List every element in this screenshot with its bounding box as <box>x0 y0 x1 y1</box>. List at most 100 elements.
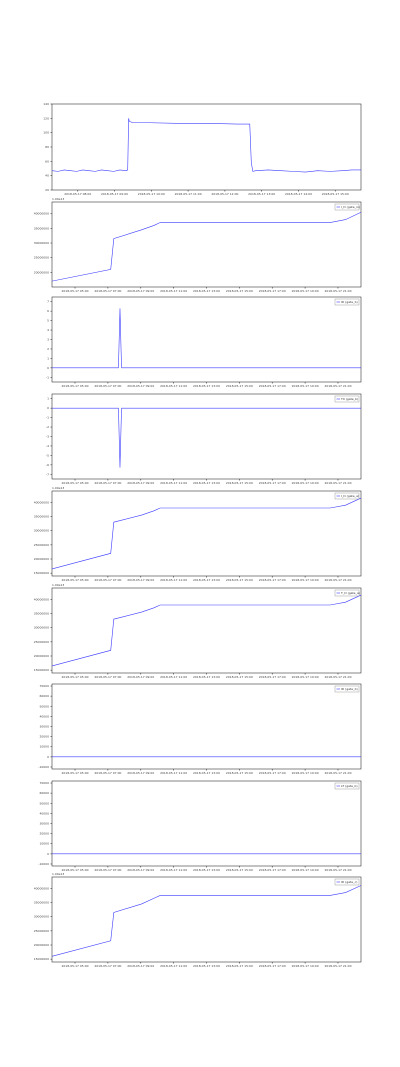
x-tick-label: 2018-05-17 07:00 <box>94 578 121 582</box>
y-tick-label: 40000 <box>39 714 49 718</box>
legend-label: ID (gate_b) <box>341 687 358 691</box>
x-tick-label: 2018-05-17 15:00 <box>226 384 253 388</box>
y-tick-label: 1 <box>47 397 49 401</box>
x-tick-label: 2018-05-17 15:00 <box>226 675 253 679</box>
chart-7: -10000 0 10000 20000 30000 40000 50000 60000 700… <box>0 676 400 781</box>
y-tick-label: 7 <box>47 300 49 304</box>
y-tick-label: 30000 <box>39 822 49 826</box>
offset-text: 1.00e13 <box>52 197 64 201</box>
x-tick-label: 2018-05-17 05:00 <box>61 384 88 388</box>
legend-box <box>334 782 360 790</box>
y-tick-label: 20000000 <box>34 270 49 274</box>
y-tick-label: 30000000 <box>34 915 49 919</box>
chart-svg: 15000000 20000000 25000000 30000000 35000000… <box>34 486 362 582</box>
x-tick-label: 2018-05-17 13:00 <box>193 481 220 485</box>
x-tick-label: 2018-05-17 09:00 <box>127 964 154 968</box>
x-tick-label: 2018-05-17 19:00 <box>292 964 319 968</box>
offset-text: 1.00e13 <box>52 872 64 876</box>
y-tick-label: 30000000 <box>34 626 49 630</box>
y-tick-label: -10000 <box>38 765 49 769</box>
x-tick-label: 2018-05-17 13:00 <box>193 578 220 582</box>
legend-box <box>334 298 360 306</box>
y-tick-label: 0 <box>47 406 49 410</box>
x-tick-label: 2018-05-17 17:00 <box>259 481 286 485</box>
y-tick-label: 35000000 <box>34 515 49 519</box>
y-tick-label: 5 <box>47 319 49 323</box>
chart-1: 20 40 60 80 100 120 140 2018-05-17 08:00 2018-05… <box>0 96 400 202</box>
x-tick-label: 2018-05-17 09:00 <box>127 384 154 388</box>
chart-2: 20000000 25000000 30000000 35000000 40000000… <box>0 194 400 299</box>
x-tick-label: 2018-05-17 05:00 <box>61 481 88 485</box>
y-tick-label: 100 <box>43 131 49 135</box>
plot-frame <box>51 393 362 480</box>
y-tick-label: 40000000 <box>34 212 49 216</box>
chart-5: 15000000 20000000 25000000 30000000 35000000… <box>0 483 400 588</box>
legend-label: LT (gate_b) <box>341 784 358 788</box>
x-tick-label: 2018-05-17 07:00 <box>94 384 121 388</box>
x-tick-label: 2018-05-17 05:00 <box>61 289 88 293</box>
x-tick-label: 2018-05-17 17:00 <box>259 675 286 679</box>
y-tick-label: 30000 <box>39 725 49 729</box>
y-tick-label: 35000000 <box>34 612 49 616</box>
chart-svg: -10000 0 10000 20000 30000 40000 50000 60000 700… <box>38 780 362 872</box>
x-tick-label: 2018-05-17 05:00 <box>61 578 88 582</box>
x-tick-label: 2018-05-17 08:00 <box>64 192 91 196</box>
x-tick-label: 2018-05-17 11:00 <box>175 192 202 196</box>
y-tick-label: 20000 <box>39 832 49 836</box>
offset-text: 1.00e13 <box>52 583 64 587</box>
x-tick-label: 2018-05-17 11:00 <box>160 481 187 485</box>
y-tick-label: 20000000 <box>34 557 49 561</box>
legend-label: ID (gate_b) <box>341 300 358 304</box>
y-tick-label: -6 <box>46 463 49 467</box>
y-tick-label: 15000000 <box>34 668 49 672</box>
x-tick-label: 2018-05-17 13:00 <box>193 384 220 388</box>
y-tick-label: 35000000 <box>34 226 49 230</box>
y-tick-label: 60000 <box>39 791 49 795</box>
series-line <box>51 211 362 282</box>
offset-text: 1.00e13 <box>52 486 64 490</box>
y-tick-label: -1 <box>46 416 49 420</box>
x-tick-label: 2018-05-17 17:00 <box>259 868 286 872</box>
y-tick-label: 25000000 <box>34 256 49 260</box>
legend-box <box>334 589 360 597</box>
x-tick-label: 2018-05-17 17:00 <box>259 578 286 582</box>
x-tick-label: 2018-05-17 09:00 <box>127 868 154 872</box>
y-tick-label: 20000000 <box>34 654 49 658</box>
y-tick-label: 30000000 <box>34 529 49 533</box>
y-tick-label: 40000000 <box>34 500 49 504</box>
x-tick-label: 2018-05-17 15:00 <box>226 481 253 485</box>
x-tick-label: 2018-05-17 11:00 <box>160 964 187 968</box>
chart-svg: 20 40 60 80 100 120 140 2018-05-17 08:00 2018-05… <box>43 102 362 196</box>
x-tick-label: 2018-05-17 14:00 <box>285 192 312 196</box>
x-tick-label: 2018-05-17 15:00 <box>226 771 253 775</box>
legend-box <box>334 492 360 500</box>
x-tick-label: 2018-05-17 21:00 <box>324 675 351 679</box>
x-tick-label: 2018-05-17 15:00 <box>226 868 253 872</box>
x-tick-label: 2018-05-17 21:00 <box>324 868 351 872</box>
series-line <box>51 497 362 570</box>
series-line <box>51 885 362 957</box>
y-tick-label: 25000000 <box>34 929 49 933</box>
x-tick-label: 2018-05-17 07:00 <box>94 675 121 679</box>
x-tick-label: 2018-05-17 09:00 <box>127 289 154 293</box>
x-tick-label: 2018-05-17 11:00 <box>160 289 187 293</box>
x-tick-label: 2018-05-17 19:00 <box>292 384 319 388</box>
plot-frame <box>51 103 362 191</box>
y-tick-label: 25000000 <box>34 543 49 547</box>
y-tick-label: 20000 <box>39 735 49 739</box>
y-tick-label: 10000 <box>39 745 49 749</box>
series-line <box>52 308 361 369</box>
chart-svg: 20000000 25000000 30000000 35000000 40000000… <box>34 197 362 293</box>
x-tick-label: 2018-05-17 13:00 <box>248 192 275 196</box>
y-tick-label: 4 <box>47 328 49 332</box>
plot-frame <box>51 683 362 770</box>
x-tick-label: 2018-05-17 11:00 <box>160 578 187 582</box>
y-tick-label: 40 <box>45 174 49 178</box>
x-tick-label: 2018-05-17 17:00 <box>259 964 286 968</box>
plot-frame <box>51 490 362 577</box>
x-tick-label: 2018-05-17 09:00 <box>127 771 154 775</box>
y-tick-label: 0 <box>47 852 49 856</box>
y-tick-label: 40000000 <box>34 886 49 890</box>
y-tick-label: 15000000 <box>34 957 49 961</box>
